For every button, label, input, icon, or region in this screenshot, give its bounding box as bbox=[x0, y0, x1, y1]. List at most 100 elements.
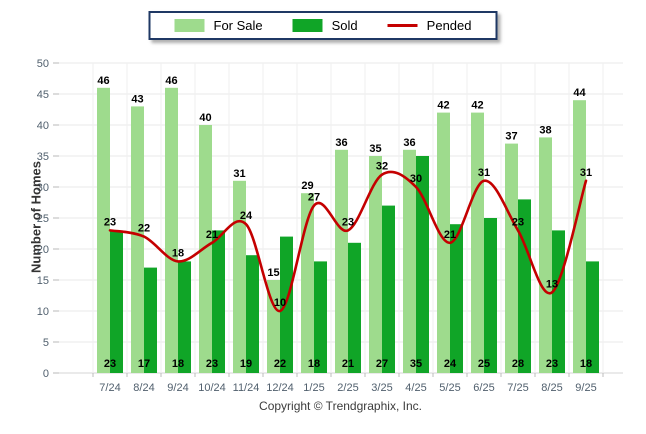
sold-value-label: 22 bbox=[274, 358, 286, 370]
sold-value-label: 23 bbox=[206, 358, 218, 370]
bar-sold bbox=[450, 224, 463, 373]
bar-for-sale bbox=[97, 87, 110, 374]
pended-value-label: 23 bbox=[342, 216, 354, 228]
bar-for-sale bbox=[267, 280, 280, 373]
for-sale-value-label: 42 bbox=[437, 100, 449, 112]
x-tick-label: 11/24 bbox=[233, 382, 260, 394]
x-tick-label: 6/25 bbox=[473, 382, 494, 394]
pended-value-label: 24 bbox=[240, 210, 253, 222]
sold-value-label: 17 bbox=[138, 358, 150, 370]
x-tick-label: 5/25 bbox=[439, 382, 460, 394]
bar-for-sale bbox=[505, 143, 518, 373]
for-sale-value-label: 15 bbox=[267, 267, 279, 279]
legend-item-pended: Pended bbox=[387, 18, 472, 33]
x-tick-label: 10/24 bbox=[198, 382, 226, 394]
bar-for-sale bbox=[539, 137, 552, 373]
sold-value-label: 21 bbox=[342, 358, 354, 370]
x-tick-label: 1/25 bbox=[303, 382, 324, 394]
x-tick-label: 8/24 bbox=[133, 382, 154, 394]
for-sale-value-label: 31 bbox=[233, 168, 245, 180]
for-sale-value-label: 35 bbox=[369, 143, 381, 155]
y-tick-label: 0 bbox=[43, 368, 49, 380]
pended-value-label: 13 bbox=[546, 278, 558, 290]
sold-value-label: 35 bbox=[410, 358, 422, 370]
y-tick-label: 30 bbox=[37, 182, 49, 194]
for-sale-value-label: 36 bbox=[403, 137, 415, 149]
bar-for-sale bbox=[437, 112, 450, 373]
sold-value-label: 24 bbox=[444, 358, 457, 370]
pended-line-icon bbox=[387, 24, 418, 27]
x-tick-label: 2/25 bbox=[337, 382, 358, 394]
x-tick-label: 3/25 bbox=[371, 382, 392, 394]
y-tick-label: 5 bbox=[43, 337, 49, 349]
pended-value-label: 32 bbox=[376, 161, 388, 173]
pended-value-label: 21 bbox=[206, 229, 218, 241]
bar-for-sale bbox=[573, 100, 586, 373]
sold-value-label: 19 bbox=[240, 358, 252, 370]
x-tick-label: 7/24 bbox=[99, 382, 120, 394]
bar-for-sale bbox=[335, 149, 348, 373]
pended-value-label: 22 bbox=[138, 223, 150, 235]
x-tick-label: 4/25 bbox=[405, 382, 426, 394]
bar-sold bbox=[348, 242, 361, 373]
bar-sold bbox=[280, 236, 293, 373]
legend-label-for-sale: For Sale bbox=[213, 18, 263, 33]
bar-for-sale bbox=[199, 125, 212, 373]
for-sale-value-label: 40 bbox=[199, 112, 211, 124]
x-tick-label: 12/24 bbox=[266, 382, 294, 394]
sold-swatch-icon bbox=[292, 19, 323, 32]
for-sale-swatch-icon bbox=[174, 19, 205, 32]
pended-value-label: 31 bbox=[580, 167, 592, 179]
pended-value-label: 27 bbox=[308, 192, 320, 204]
y-tick-label: 35 bbox=[37, 151, 49, 163]
legend-label-pended: Pended bbox=[426, 18, 472, 33]
x-tick-label: 7/25 bbox=[507, 382, 528, 394]
copyright-text: Copyright © Trendgraphix, Inc. bbox=[259, 399, 422, 413]
x-tick-label: 9/24 bbox=[167, 382, 188, 394]
bar-for-sale bbox=[471, 112, 484, 373]
pended-value-label: 21 bbox=[444, 229, 456, 241]
for-sale-value-label: 36 bbox=[335, 137, 347, 149]
sold-value-label: 23 bbox=[104, 358, 116, 370]
legend: For Sale Sold Pended bbox=[148, 11, 498, 40]
bar-sold bbox=[382, 205, 395, 373]
sold-value-label: 18 bbox=[308, 358, 320, 370]
sold-value-label: 25 bbox=[478, 358, 490, 370]
legend-item-for-sale: For Sale bbox=[174, 18, 263, 33]
bar-sold bbox=[552, 230, 565, 373]
bar-sold bbox=[110, 230, 123, 373]
bar-sold bbox=[212, 230, 225, 373]
bar-for-sale bbox=[301, 193, 314, 373]
pended-value-label: 23 bbox=[512, 216, 524, 228]
bar-sold bbox=[586, 261, 599, 373]
bar-sold bbox=[416, 156, 429, 373]
bar-for-sale bbox=[403, 149, 416, 373]
y-tick-label: 15 bbox=[37, 275, 49, 287]
for-sale-value-label: 42 bbox=[471, 100, 483, 112]
bar-for-sale bbox=[131, 106, 144, 374]
bar-sold bbox=[484, 218, 497, 373]
for-sale-value-label: 38 bbox=[539, 124, 551, 136]
bar-for-sale bbox=[369, 156, 382, 373]
bar-for-sale bbox=[165, 87, 178, 374]
x-tick-label: 8/25 bbox=[541, 382, 562, 394]
bar-for-sale bbox=[233, 180, 246, 373]
pended-value-label: 23 bbox=[104, 216, 116, 228]
sold-value-label: 18 bbox=[172, 358, 184, 370]
y-axis-title: Number of Homes bbox=[28, 161, 44, 273]
x-tick-label: 9/25 bbox=[575, 382, 596, 394]
for-sale-value-label: 46 bbox=[165, 75, 177, 87]
pended-line bbox=[108, 170, 588, 313]
for-sale-value-label: 37 bbox=[505, 131, 517, 143]
for-sale-value-label: 43 bbox=[131, 93, 143, 105]
sold-value-label: 23 bbox=[546, 358, 558, 370]
legend-label-sold: Sold bbox=[331, 18, 358, 33]
y-tick-label: 20 bbox=[37, 244, 49, 256]
sold-value-label: 18 bbox=[580, 358, 592, 370]
bar-sold bbox=[178, 261, 191, 373]
legend-item-sold: Sold bbox=[292, 18, 358, 33]
for-sale-value-label: 29 bbox=[301, 180, 313, 192]
for-sale-value-label: 46 bbox=[97, 75, 109, 87]
bar-sold bbox=[518, 199, 531, 373]
bar-sold bbox=[144, 267, 157, 373]
